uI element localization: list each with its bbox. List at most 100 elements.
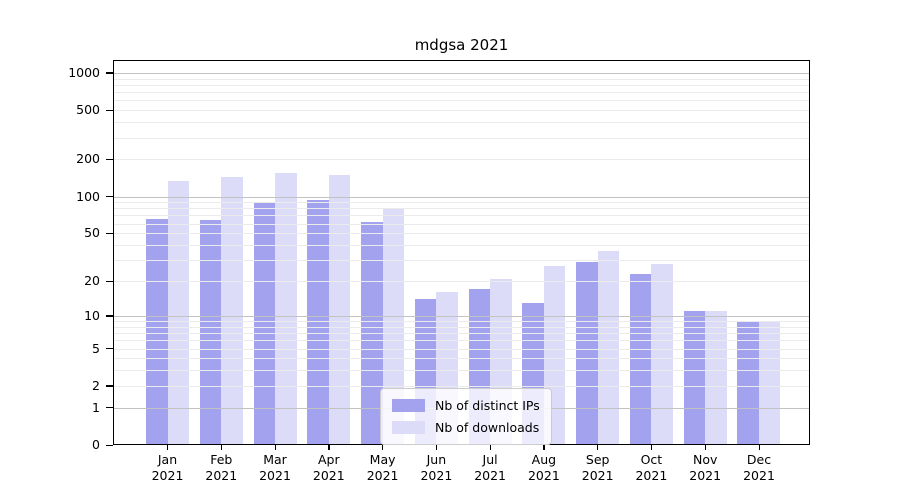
gridline-minor-500	[113, 110, 810, 112]
gridline-minor-8	[113, 326, 810, 328]
x-tick-label-oct: Oct 2021	[635, 452, 668, 483]
y-tick-100	[106, 196, 113, 198]
y-tick-1	[106, 407, 113, 409]
x-tick-label-dec: Dec 2021	[743, 452, 775, 483]
x-tick-label-jul: Jul 2021	[474, 452, 506, 483]
x-tick-label-nov: Nov 2021	[689, 452, 722, 483]
gridline-minor-900	[113, 78, 810, 80]
gridline-minor-6	[113, 340, 810, 342]
x-tick-label-jun: Jun 2021	[420, 452, 453, 483]
gridline-major-1000	[113, 72, 810, 74]
bar-distinct-ips-feb	[199, 220, 222, 445]
x-tick-oct	[650, 445, 653, 450]
legend-swatch-distinct-ips	[392, 399, 425, 412]
y-tick-label-500: 500	[76, 102, 100, 118]
gridline-minor-40	[113, 245, 810, 246]
bar-downloads-may	[382, 207, 405, 445]
gridline-minor-90	[113, 202, 810, 204]
legend-item-distinct-ips: Nb of distinct IPs	[392, 398, 540, 413]
x-tick-label-aug: Aug 2021	[527, 452, 560, 483]
bar-distinct-ips-mar	[253, 201, 276, 445]
x-tick-jun	[435, 445, 438, 450]
y-tick-label-1000: 1000	[68, 64, 100, 80]
y-tick-label-0: 0	[92, 437, 100, 452]
x-tick-label-may: May 2021	[366, 452, 399, 483]
x-tick-sep	[597, 445, 599, 450]
gridline-minor-400	[113, 122, 810, 124]
gridline-minor-50	[113, 233, 810, 235]
y-tick-label-5: 5	[92, 340, 100, 356]
legend-label-downloads: Nb of downloads	[435, 420, 540, 435]
y-tick-1000	[106, 72, 113, 74]
bar-downloads-dec	[758, 321, 781, 445]
y-tick-20	[106, 280, 113, 282]
gridline-minor-70	[113, 215, 810, 217]
legend-label-distinct-ips: Nb of distinct IPs	[435, 398, 540, 413]
y-tick-200	[106, 158, 113, 161]
x-tick-aug	[543, 445, 545, 450]
bar-downloads-jan	[167, 181, 189, 445]
x-tick-label-apr: Apr 2021	[312, 452, 345, 483]
x-tick-may	[382, 445, 384, 450]
legend: Nb of distinct IPs Nb of downloads	[380, 388, 552, 445]
gridline-minor-700	[113, 92, 810, 94]
gridline-minor-80	[113, 208, 810, 210]
bar-downloads-feb	[221, 176, 243, 445]
y-tick-5	[106, 348, 113, 350]
y-tick-label-50: 50	[84, 225, 100, 241]
legend-item-downloads: Nb of downloads	[392, 420, 540, 435]
gridline-minor-5	[113, 348, 810, 350]
x-tick-label-feb: Feb 2021	[205, 452, 238, 483]
bar-downloads-nov	[705, 311, 727, 445]
bar-downloads-sep	[597, 250, 620, 445]
bar-distinct-ips-jan	[146, 219, 168, 445]
x-tick-feb	[220, 445, 223, 450]
y-tick-label-20: 20	[84, 273, 100, 288]
x-tick-label-jan: Jan 2021	[151, 452, 184, 483]
legend-swatch-downloads	[392, 421, 425, 434]
y-tick-label-100: 100	[76, 188, 100, 204]
gridline-minor-9	[113, 321, 810, 322]
gridline-minor-7	[113, 333, 810, 334]
gridline-minor-60	[113, 223, 810, 225]
y-tick-50	[106, 232, 113, 235]
gridline-minor-4	[113, 358, 810, 360]
bar-distinct-ips-apr	[307, 199, 329, 445]
bar-distinct-ips-dec	[737, 321, 759, 445]
y-tick-label-2: 2	[92, 377, 100, 393]
gridline-minor-2	[113, 385, 810, 387]
gridline-minor-800	[113, 84, 810, 86]
y-tick-label-10: 10	[84, 307, 100, 323]
y-tick-0	[106, 444, 113, 446]
bar-distinct-ips-nov	[683, 311, 706, 445]
plot-area: Nb of distinct IPs Nb of downloads	[113, 60, 810, 445]
x-tick-apr	[328, 445, 330, 450]
x-tick-label-sep: Sep 2021	[581, 452, 614, 483]
x-tick-jul	[489, 445, 491, 450]
gridline-minor-600	[113, 100, 810, 102]
y-tick-2	[106, 385, 113, 387]
bar-downloads-apr	[328, 174, 351, 445]
gridlines-layer	[113, 60, 810, 445]
gridline-minor-200	[113, 159, 810, 161]
gridline-major-100	[113, 196, 810, 198]
chart-title: mdgsa 2021	[414, 36, 509, 54]
gridline-major-10	[113, 315, 810, 317]
y-tick-10	[106, 315, 113, 317]
x-tick-jan	[167, 445, 169, 450]
gridline-minor-30	[113, 260, 810, 262]
bar-distinct-ips-sep	[576, 261, 598, 445]
bar-downloads-oct	[651, 263, 673, 445]
y-tick-label-200: 200	[76, 151, 100, 167]
x-tick-mar	[274, 445, 276, 450]
x-tick-label-mar: Mar 2021	[259, 452, 291, 483]
y-tick-label-1: 1	[92, 399, 100, 415]
x-tick-nov	[704, 445, 706, 450]
y-tick-500	[106, 109, 113, 111]
gridline-minor-300	[113, 137, 810, 139]
bar-downloads-mar	[275, 172, 297, 445]
gridline-minor-20	[113, 281, 810, 282]
gridline-minor-3	[113, 370, 810, 372]
x-tick-dec	[758, 445, 760, 450]
